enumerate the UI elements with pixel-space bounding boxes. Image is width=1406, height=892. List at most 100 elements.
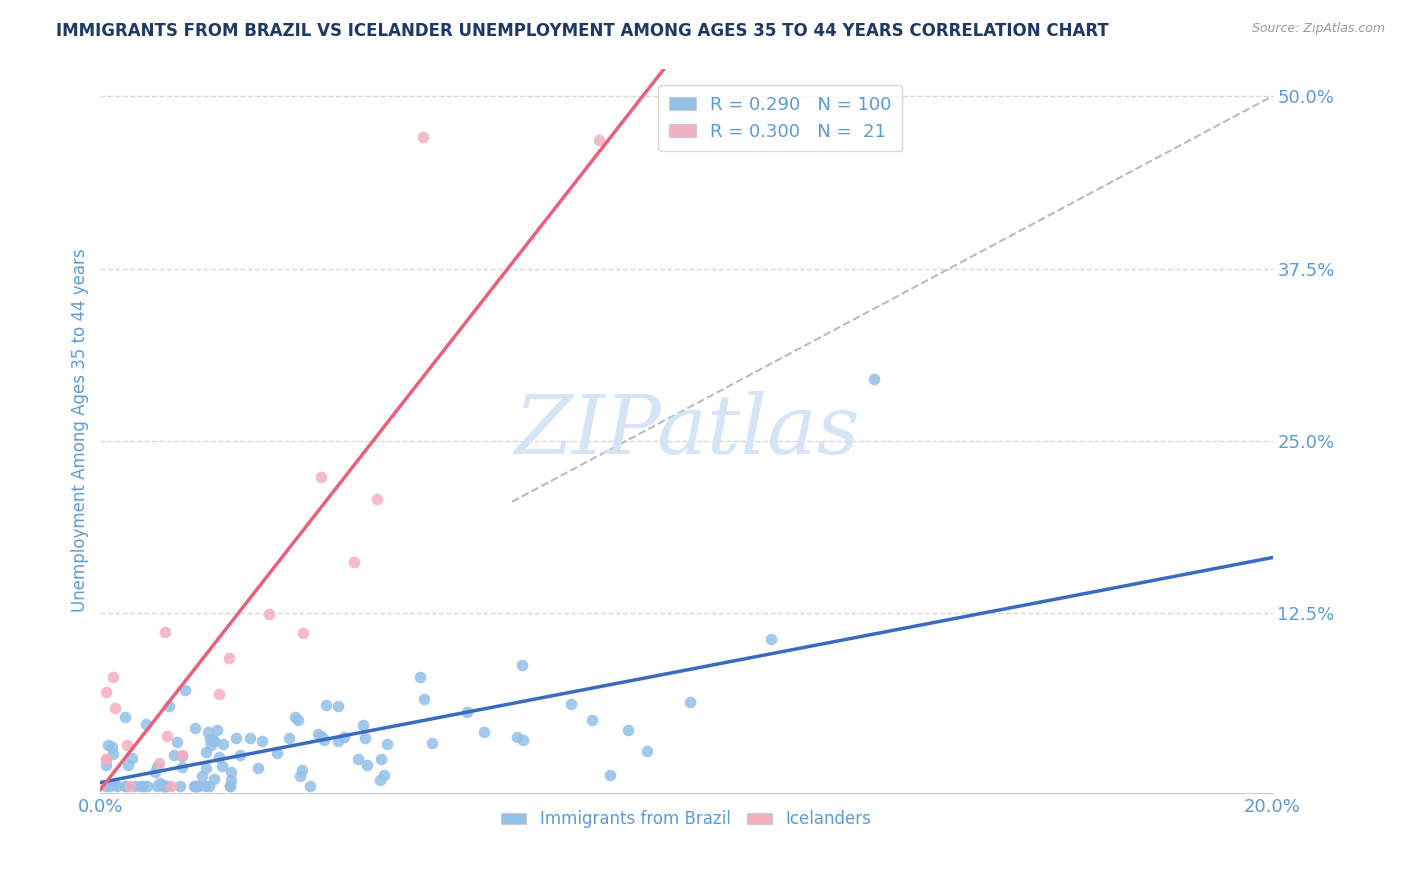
- Point: [375, 737, 398, 751]
- Point: [219, 773, 242, 788]
- Point: [149, 776, 172, 790]
- Point: [326, 734, 349, 748]
- Point: [200, 738, 222, 752]
- Point: [201, 733, 224, 747]
- Point: [187, 779, 209, 793]
- Point: [104, 700, 127, 714]
- Point: [512, 733, 534, 747]
- Point: [616, 723, 638, 738]
- Point: [198, 731, 221, 746]
- Point: [197, 724, 219, 739]
- Point: [195, 761, 218, 775]
- Legend: Immigrants from Brazil, Icelanders: Immigrants from Brazil, Icelanders: [495, 804, 879, 835]
- Point: [173, 683, 195, 698]
- Point: [136, 779, 159, 793]
- Point: [266, 746, 288, 760]
- Point: [346, 752, 368, 766]
- Point: [354, 731, 377, 745]
- Point: [103, 670, 125, 684]
- Point: [148, 756, 170, 770]
- Point: [163, 748, 186, 763]
- Point: [114, 709, 136, 723]
- Point: [117, 757, 139, 772]
- Point: [96, 758, 118, 772]
- Point: [96, 685, 118, 699]
- Point: [198, 779, 221, 793]
- Point: [315, 698, 337, 712]
- Point: [506, 731, 529, 745]
- Point: [146, 779, 169, 793]
- Point: [456, 705, 478, 719]
- Point: [155, 779, 177, 793]
- Point: [208, 750, 231, 764]
- Point: [211, 758, 233, 772]
- Point: [183, 779, 205, 793]
- Point: [420, 736, 443, 750]
- Point: [409, 670, 432, 684]
- Point: [152, 779, 174, 793]
- Point: [356, 757, 378, 772]
- Point: [239, 731, 262, 745]
- Point: [97, 738, 120, 752]
- Y-axis label: Unemployment Among Ages 35 to 44 years: Unemployment Among Ages 35 to 44 years: [72, 249, 89, 613]
- Point: [124, 779, 146, 793]
- Point: [96, 779, 118, 793]
- Point: [863, 372, 886, 386]
- Point: [195, 745, 218, 759]
- Point: [311, 730, 333, 744]
- Text: ZIPatlas: ZIPatlas: [513, 391, 859, 471]
- Point: [183, 721, 205, 735]
- Point: [202, 734, 225, 748]
- Point: [96, 752, 118, 766]
- Point: [298, 779, 321, 793]
- Point: [581, 713, 603, 727]
- Point: [333, 730, 356, 744]
- Point: [284, 710, 307, 724]
- Point: [219, 779, 242, 793]
- Point: [98, 779, 121, 793]
- Point: [636, 744, 658, 758]
- Point: [143, 765, 166, 780]
- Point: [307, 726, 329, 740]
- Point: [370, 752, 392, 766]
- Point: [115, 738, 138, 752]
- Text: IMMIGRANTS FROM BRAZIL VS ICELANDER UNEMPLOYMENT AMONG AGES 35 TO 44 YEARS CORRE: IMMIGRANTS FROM BRAZIL VS ICELANDER UNEM…: [56, 22, 1109, 40]
- Point: [368, 772, 391, 787]
- Point: [166, 735, 188, 749]
- Point: [352, 718, 374, 732]
- Point: [510, 658, 533, 673]
- Point: [157, 698, 180, 713]
- Point: [135, 716, 157, 731]
- Point: [366, 491, 388, 506]
- Point: [343, 555, 366, 569]
- Point: [761, 632, 783, 647]
- Point: [121, 751, 143, 765]
- Point: [208, 688, 231, 702]
- Point: [560, 698, 582, 712]
- Point: [599, 767, 621, 781]
- Point: [373, 767, 395, 781]
- Point: [291, 764, 314, 778]
- Point: [169, 779, 191, 793]
- Point: [194, 779, 217, 793]
- Point: [412, 130, 434, 145]
- Point: [160, 779, 183, 793]
- Point: [153, 625, 176, 640]
- Point: [250, 734, 273, 748]
- Point: [191, 769, 214, 783]
- Point: [257, 607, 280, 621]
- Point: [247, 761, 270, 775]
- Point: [114, 779, 136, 793]
- Point: [472, 725, 495, 739]
- Point: [219, 764, 242, 779]
- Point: [172, 747, 194, 762]
- Point: [156, 779, 179, 793]
- Point: [170, 748, 193, 763]
- Text: Source: ZipAtlas.com: Source: ZipAtlas.com: [1251, 22, 1385, 36]
- Point: [183, 779, 205, 793]
- Point: [292, 626, 315, 640]
- Point: [186, 779, 208, 793]
- Point: [309, 469, 332, 483]
- Point: [312, 733, 335, 747]
- Point: [131, 779, 153, 793]
